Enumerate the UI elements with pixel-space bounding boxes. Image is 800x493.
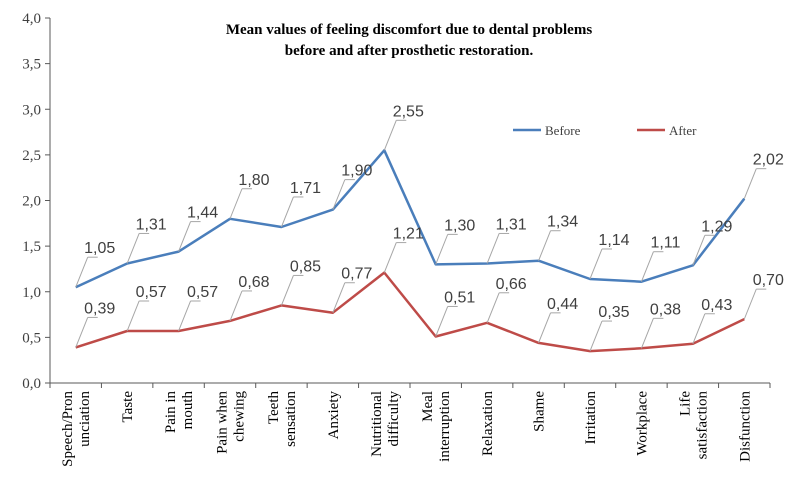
data-label-before: 2,55 xyxy=(393,103,424,120)
x-category-label: Meal xyxy=(420,391,436,422)
data-label-leader xyxy=(435,306,449,337)
data-label-after: 0,38 xyxy=(650,301,681,318)
x-category-label: Nutritional xyxy=(369,391,385,457)
x-category-label: unciation xyxy=(77,391,93,447)
data-label-leader xyxy=(75,257,89,288)
data-label-after: 1,21 xyxy=(393,226,424,243)
data-label-after: 0,35 xyxy=(598,304,629,321)
y-tick-label: 2,0 xyxy=(22,194,41,210)
data-label-leader xyxy=(229,290,243,322)
data-label-after: 0,44 xyxy=(547,296,578,313)
data-label-leader xyxy=(640,251,654,282)
data-label-leader xyxy=(383,242,397,273)
data-label-leader xyxy=(383,120,397,151)
data-label-after: 0,70 xyxy=(753,272,784,289)
x-category-label: Workplace xyxy=(634,391,650,456)
data-label-leader xyxy=(280,275,294,306)
x-category-label: Irritation xyxy=(583,391,599,445)
y-tick-label: 4,0 xyxy=(22,11,41,27)
chart-axes: 0,0 0,5 1,0 1,5 2,0 2,5 3,0 3,5 4,0 Speech/Pron un… xyxy=(22,11,771,467)
x-category-label: interruption xyxy=(437,391,453,462)
chart-data-labels: 1,05 1,31 1,44 1,80 1,71 1,90 2,55 1,30 1,31 1,34… xyxy=(75,103,784,352)
series-line-before xyxy=(75,149,746,289)
data-label-before: 1,31 xyxy=(136,216,167,233)
data-label-after: 0,66 xyxy=(496,276,527,293)
data-label-leader xyxy=(538,230,552,261)
data-label-leader xyxy=(280,196,294,228)
data-label-leader xyxy=(178,221,192,252)
data-label-before: 1,11 xyxy=(650,235,680,252)
x-category-label: satisfaction xyxy=(694,391,710,460)
data-label-after: 0,77 xyxy=(341,266,372,283)
x-category-label: Pain when xyxy=(215,391,231,454)
data-label-leader xyxy=(743,288,757,320)
chart-title-line: Mean values of feeling discomfort due to… xyxy=(226,22,593,38)
x-category-label: sensation xyxy=(283,391,299,447)
data-label-leader xyxy=(640,318,654,349)
legend-label-after: After xyxy=(669,123,697,138)
data-label-leader xyxy=(486,292,500,323)
data-label-leader xyxy=(692,235,706,266)
y-tick-label: 0,5 xyxy=(22,330,41,346)
y-tick-label: 3,5 xyxy=(22,57,41,73)
data-label-before: 2,02 xyxy=(753,152,784,169)
chart-legend: Before After xyxy=(513,123,697,138)
series-line-after xyxy=(75,271,745,353)
data-label-before: 1,44 xyxy=(187,205,218,222)
data-label-leader xyxy=(435,234,449,265)
y-tick-label: 3,0 xyxy=(22,102,41,118)
x-category-label: difficulty xyxy=(386,391,402,447)
x-category-label: Speech/Pron xyxy=(60,391,76,467)
data-label-leader xyxy=(589,320,603,352)
data-label-leader xyxy=(332,282,346,313)
x-category-label: Pain in xyxy=(163,391,179,434)
y-tick-label: 2,5 xyxy=(22,148,41,164)
data-label-leader xyxy=(589,248,603,280)
data-label-before: 1,30 xyxy=(444,217,475,234)
data-label-before: 1,90 xyxy=(341,163,372,180)
data-label-after: 0,57 xyxy=(136,284,167,301)
x-category-label: Shame xyxy=(532,391,548,432)
data-label-leader xyxy=(126,300,140,332)
data-label-before: 1,14 xyxy=(598,232,629,249)
legend-label-before: Before xyxy=(545,123,581,138)
data-label-leader xyxy=(538,312,552,344)
x-category-label: Taste xyxy=(120,391,136,423)
chart-series xyxy=(75,149,746,353)
data-label-leader xyxy=(75,317,89,348)
data-label-after: 0,39 xyxy=(84,300,115,317)
data-label-after: 0,43 xyxy=(701,297,732,314)
data-label-before: 1,05 xyxy=(84,240,115,257)
data-label-leader xyxy=(743,168,757,199)
x-category-label: Relaxation xyxy=(480,391,496,456)
x-category-label: Anxiety xyxy=(326,391,342,440)
chart-title: Mean values of feeling discomfort due to… xyxy=(226,22,593,59)
data-label-after: 0,68 xyxy=(238,274,269,291)
y-tick-label: 0,0 xyxy=(22,376,41,392)
y-tick-label: 1,5 xyxy=(22,239,41,255)
data-label-before: 1,31 xyxy=(496,216,527,233)
data-label-leader xyxy=(229,188,243,219)
data-label-before: 1,29 xyxy=(701,218,732,235)
data-label-leader xyxy=(126,233,140,264)
data-label-before: 1,80 xyxy=(238,172,269,189)
data-label-before: 1,34 xyxy=(547,214,578,231)
data-label-leader xyxy=(332,179,346,210)
x-category-label: chewing xyxy=(232,391,248,442)
data-label-leader xyxy=(692,313,706,344)
data-label-after: 0,85 xyxy=(290,258,321,275)
x-category-label: Teeth xyxy=(266,391,282,425)
x-category-label: mouth xyxy=(180,391,196,430)
x-category-label: Disfunction xyxy=(737,391,753,462)
chart-title-line: before and after prosthetic restoration. xyxy=(285,43,534,59)
x-category-label: Life xyxy=(677,391,693,416)
data-label-before: 1,71 xyxy=(290,180,321,197)
data-label-leader xyxy=(486,233,500,264)
data-label-after: 0,51 xyxy=(444,289,475,306)
y-tick-label: 1,0 xyxy=(22,285,41,301)
data-label-leader xyxy=(178,300,192,332)
data-label-after: 0,57 xyxy=(187,284,218,301)
